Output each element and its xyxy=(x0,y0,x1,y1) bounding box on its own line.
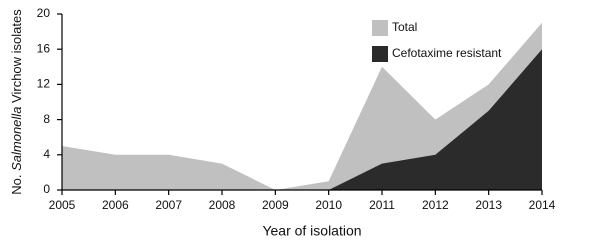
x-tick-label: 2011 xyxy=(369,198,395,212)
area xyxy=(328,49,542,191)
x-tick-label: 2005 xyxy=(49,198,76,212)
legend-swatch xyxy=(372,20,388,36)
x-tick-label: 2009 xyxy=(262,198,289,212)
y-label-part: No. xyxy=(9,171,24,195)
x-tick-label: 2007 xyxy=(155,198,182,212)
y-label-part: Salmonella xyxy=(9,107,24,171)
legend-swatch xyxy=(372,46,388,62)
x-tick-label: 2010 xyxy=(315,198,342,212)
y-tick-label: 16 xyxy=(37,41,51,55)
y-tick-label: 8 xyxy=(43,112,50,126)
y-tick-label: 12 xyxy=(37,77,51,91)
legend-label: Total xyxy=(392,20,417,34)
area xyxy=(62,22,542,190)
y-tick-label: 4 xyxy=(43,147,50,161)
y-tick-label: 20 xyxy=(37,6,51,20)
y-label-part: Virchow isolates xyxy=(9,9,24,107)
y-axis-label: No. Salmonella Virchow isolates xyxy=(9,9,24,195)
x-tick-label: 2013 xyxy=(475,198,502,212)
y-tick-label: 0 xyxy=(43,182,50,196)
x-tick-label: 2012 xyxy=(422,198,449,212)
x-axis-label: Year of isolation xyxy=(262,223,361,239)
x-tick-label: 2008 xyxy=(209,198,236,212)
x-tick-label: 2006 xyxy=(102,198,129,212)
x-tick-label: 2014 xyxy=(529,198,556,212)
legend-label: Cefotaxime resistant xyxy=(392,46,502,60)
